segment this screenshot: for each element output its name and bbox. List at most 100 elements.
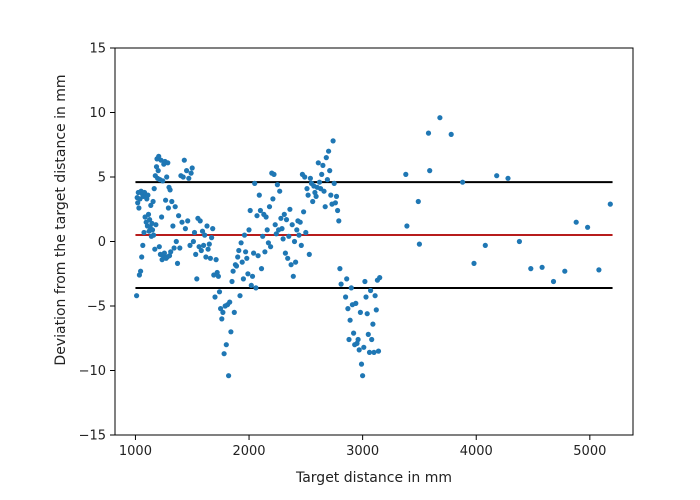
data-point xyxy=(153,164,160,170)
data-point xyxy=(209,235,215,241)
data-point xyxy=(286,233,292,239)
data-point xyxy=(191,229,198,236)
data-point xyxy=(179,219,185,225)
data-point xyxy=(172,204,178,210)
data-point xyxy=(607,201,613,207)
data-point xyxy=(141,229,147,236)
data-point xyxy=(332,200,338,206)
data-point xyxy=(196,244,202,250)
data-point xyxy=(345,306,351,312)
data-point xyxy=(260,233,266,239)
data-point xyxy=(505,175,511,181)
data-point xyxy=(562,268,568,274)
data-point xyxy=(253,285,259,291)
data-point xyxy=(237,293,243,299)
data-point xyxy=(167,187,173,193)
data-point xyxy=(163,197,169,203)
data-point xyxy=(156,153,162,159)
data-point xyxy=(256,192,262,198)
data-point xyxy=(323,155,329,161)
data-point xyxy=(194,276,200,282)
data-point xyxy=(166,253,173,259)
data-point xyxy=(173,238,179,245)
data-point xyxy=(202,232,208,238)
data-point xyxy=(316,179,323,185)
data-point xyxy=(170,223,176,229)
y-tick-label: −10 xyxy=(79,364,106,379)
data-point xyxy=(135,200,141,206)
x-axis-ticks: 1000 2000 3000 4000 5000 xyxy=(119,435,606,459)
data-point xyxy=(270,196,276,202)
data-point xyxy=(460,179,466,185)
data-point xyxy=(370,321,376,327)
data-point xyxy=(243,249,249,255)
reference-lines xyxy=(135,181,613,289)
data-point xyxy=(516,238,523,245)
data-point xyxy=(153,222,159,228)
y-tick-label: 5 xyxy=(98,171,106,186)
data-point xyxy=(238,240,244,246)
data-point xyxy=(290,273,296,279)
data-point xyxy=(404,223,410,229)
data-point xyxy=(227,299,233,305)
data-point xyxy=(471,260,477,266)
data-point xyxy=(151,186,157,192)
data-point xyxy=(356,347,362,353)
data-point xyxy=(262,249,268,255)
y-tick-label: −5 xyxy=(87,300,106,315)
data-point xyxy=(236,247,242,254)
data-point xyxy=(319,171,325,177)
data-point xyxy=(193,251,199,257)
data-point xyxy=(220,309,226,315)
data-point xyxy=(134,293,140,299)
data-point xyxy=(255,253,261,259)
data-point xyxy=(164,174,170,180)
data-point xyxy=(416,241,422,247)
data-point xyxy=(235,254,241,260)
data-point xyxy=(281,211,287,217)
data-point xyxy=(213,257,219,263)
data-point xyxy=(368,287,374,294)
data-point xyxy=(210,226,216,232)
data-point xyxy=(149,227,156,233)
data-point xyxy=(337,266,343,272)
data-point xyxy=(186,175,192,181)
data-point xyxy=(248,282,254,288)
data-point xyxy=(181,157,187,163)
data-point xyxy=(373,307,379,313)
data-point xyxy=(177,245,183,251)
data-point xyxy=(372,293,378,299)
data-point xyxy=(346,336,352,343)
data-point xyxy=(159,214,165,220)
data-point xyxy=(333,193,340,199)
data-point xyxy=(285,255,291,261)
data-point xyxy=(344,276,350,282)
y-tick-label: 15 xyxy=(89,42,106,57)
data-point xyxy=(335,207,341,214)
data-point xyxy=(360,373,366,379)
data-point xyxy=(165,205,171,211)
data-point xyxy=(310,198,316,205)
data-point xyxy=(158,157,164,163)
data-point xyxy=(482,242,488,248)
data-point xyxy=(273,231,279,237)
data-point xyxy=(205,246,211,252)
data-point xyxy=(136,205,142,211)
data-point xyxy=(247,207,253,214)
data-point xyxy=(145,192,151,198)
data-point xyxy=(298,242,304,248)
data-point xyxy=(156,244,162,250)
data-point xyxy=(448,131,454,137)
data-point xyxy=(328,192,334,198)
data-point xyxy=(246,227,252,233)
data-point xyxy=(293,259,299,265)
data-point xyxy=(140,242,146,248)
data-point xyxy=(165,160,171,166)
x-tick-label: 4000 xyxy=(460,444,493,459)
data-point xyxy=(596,267,602,273)
data-point xyxy=(278,215,284,221)
data-point xyxy=(355,336,361,343)
y-tick-label: 10 xyxy=(89,106,106,121)
